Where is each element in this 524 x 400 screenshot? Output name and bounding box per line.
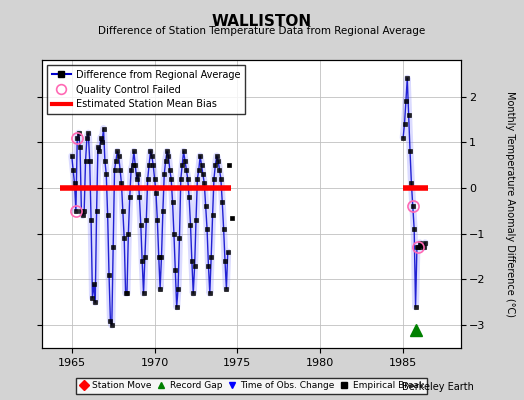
Legend: Station Move, Record Gap, Time of Obs. Change, Empirical Break: Station Move, Record Gap, Time of Obs. C…	[76, 378, 427, 394]
Text: Difference of Station Temperature Data from Regional Average: Difference of Station Temperature Data f…	[99, 26, 425, 36]
Text: WALLISTON: WALLISTON	[212, 14, 312, 29]
Text: Berkeley Earth: Berkeley Earth	[402, 382, 474, 392]
Y-axis label: Monthly Temperature Anomaly Difference (°C): Monthly Temperature Anomaly Difference (…	[505, 91, 515, 317]
